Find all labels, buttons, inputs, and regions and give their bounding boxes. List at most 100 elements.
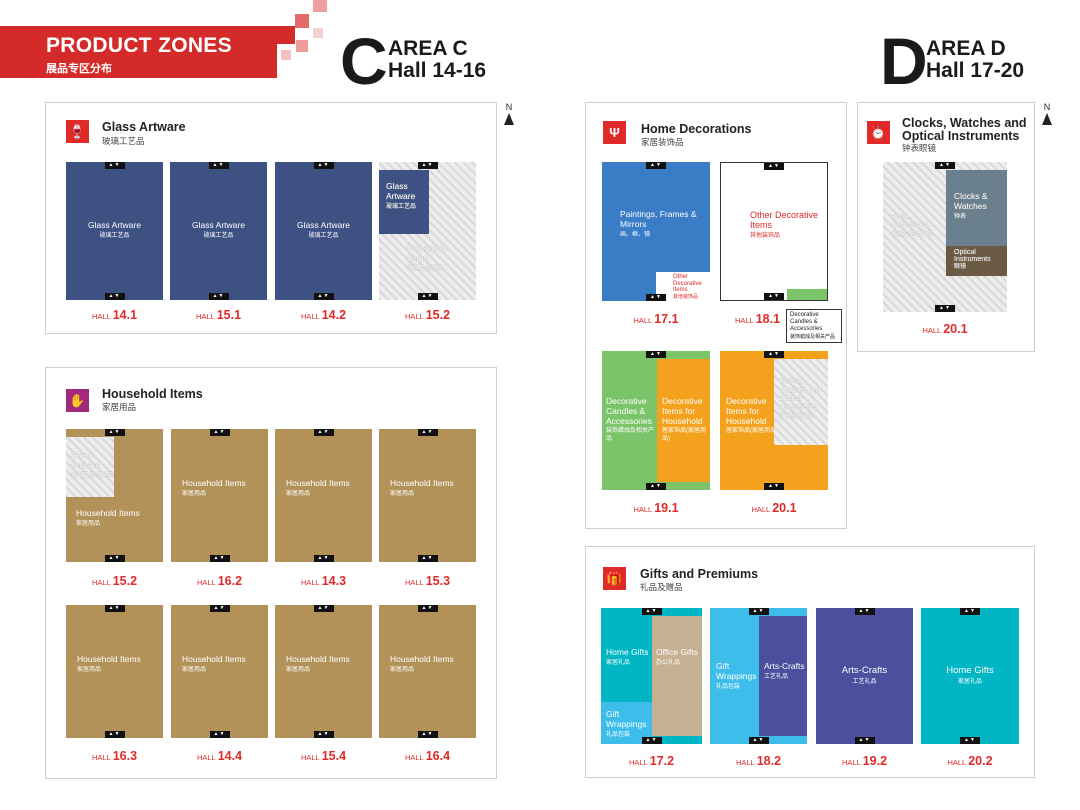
zone-glass-artware: Glass Artware 玻璃工艺品 bbox=[66, 162, 163, 300]
hall-17-1[interactable]: ▲▼ Paintings, Frames & Mirrors 画、框、镜 Othe… bbox=[602, 162, 710, 301]
hall-number: 14.3 bbox=[321, 574, 347, 588]
hall-number: 16.3 bbox=[112, 749, 138, 763]
zone-label-cn: 其他装饰品 bbox=[673, 293, 699, 300]
zone-label-cn: 玻璃工艺品 bbox=[386, 203, 417, 210]
category-title: Home Decorations bbox=[641, 122, 752, 136]
hall-number: 15.4 bbox=[321, 749, 347, 763]
zone-clocks-watches: Clocks & Watches 钟表 bbox=[946, 170, 1007, 246]
area-d-title: AREA D Hall 17-20 bbox=[926, 37, 1025, 83]
hall-16-3[interactable]: ▲▼ Household Items 家居用品 ▲▼ bbox=[66, 605, 163, 738]
hall-20-1-clocks[interactable]: ▲▼ Home Decorations 家居装饰品展区 Clocks & Watc… bbox=[883, 162, 1007, 312]
entrance-icon: ▲▼ bbox=[104, 555, 125, 562]
hall-14-2[interactable]: ▲▼ Glass Artware 玻璃工艺品 ▲▼ bbox=[275, 162, 372, 300]
hall-14-1[interactable]: ▲▼ Glass Artware 玻璃工艺品 ▲▼ bbox=[66, 162, 163, 300]
hall-16-2[interactable]: ▲▼ Household Items 家居用品 ▲▼ bbox=[171, 429, 268, 562]
zone-glass-artware: Glass Artware 玻璃工艺品 bbox=[275, 162, 372, 300]
hall-15-2-upper[interactable]: ▲▼ Glass Artware 玻璃工艺品 Household Items 家居用… bbox=[379, 162, 476, 300]
zone-glass-artware: Glass Artware 玻璃工艺品 bbox=[379, 170, 429, 234]
zone-label-cn: 家居用品 bbox=[76, 520, 101, 527]
hall-19-2[interactable]: ▲▼ Arts-Crafts 工艺礼品 ▲▼ bbox=[816, 608, 913, 744]
hall-number: 17.1 bbox=[654, 312, 679, 326]
zone-label: Other Decorative Items bbox=[750, 210, 819, 231]
hall-20-1-deco[interactable]: ▲▼ Decorative Items for Household 居家饰品(家居… bbox=[720, 351, 828, 490]
entrance-icon: ▲▼ bbox=[935, 305, 955, 312]
zone-label-cn: 装饰蜡烛及相关产品 bbox=[606, 428, 655, 443]
hall-14-4[interactable]: ▲▼ Household Items 家居用品 ▲▼ bbox=[171, 605, 268, 738]
hall-17-2[interactable]: ▲▼ Home Gifts 家居礼品 Office Gifts 办公礼品 Gift … bbox=[601, 608, 702, 744]
hall-15-1[interactable]: ▲▼ Glass Artware 玻璃工艺品 ▲▼ bbox=[170, 162, 267, 300]
glass-artware-icon: 🍷 bbox=[66, 120, 89, 143]
hall-20-2[interactable]: ▲▼ Home Gifts 家居礼品 ▲▼ bbox=[921, 608, 1019, 744]
hall-word: HALL bbox=[91, 753, 111, 762]
category-title-cn: 家居用品 bbox=[102, 402, 137, 412]
candles-callout: Decorative Candles & Accessories 装饰蜡烛及相关产… bbox=[786, 309, 842, 343]
entrance-icon: ▲▼ bbox=[641, 608, 662, 615]
zone-label: Household Items bbox=[407, 243, 448, 263]
zone-label: Glass Artware bbox=[88, 220, 141, 231]
entrance-icon: ▲▼ bbox=[417, 605, 438, 612]
category-title-cn: 家居装饰品 bbox=[641, 137, 684, 147]
category-title: Household Items bbox=[102, 387, 203, 401]
entrance-icon: ▲▼ bbox=[646, 483, 666, 490]
household-glove-icon: ✋ bbox=[66, 389, 89, 412]
north-arrow-icon bbox=[1042, 113, 1052, 125]
north-label: N bbox=[1043, 102, 1051, 112]
hall-15-3[interactable]: ▲▼ Household Items 家居用品 ▲▼ bbox=[379, 429, 476, 562]
entrance-icon: ▲▼ bbox=[417, 162, 438, 169]
hall-word: HALL bbox=[91, 312, 111, 321]
hall-number: 19.1 bbox=[654, 501, 679, 515]
hall-number: 18.2 bbox=[756, 754, 782, 768]
hall-18-1[interactable]: ▲▼ Other Decorative Items 其他装饰品 ▲▼ bbox=[720, 162, 828, 301]
hall-label: HALL 14.3 bbox=[275, 572, 372, 590]
pixel-decoration bbox=[277, 26, 295, 44]
zone-label-cn: 家居用品 bbox=[286, 490, 311, 497]
entrance-icon: ▲▼ bbox=[646, 294, 666, 301]
zone-glass-artware: Glass Artware 玻璃工艺品展区 bbox=[66, 437, 114, 497]
hall-14-3[interactable]: ▲▼ Household Items 家居用品 ▲▼ bbox=[275, 429, 372, 562]
hall-16-4[interactable]: ▲▼ Household Items 家居用品 ▲▼ bbox=[379, 605, 476, 738]
area-d-halls: Hall 17-20 bbox=[926, 59, 1025, 83]
zone-label: Glass Artware bbox=[297, 220, 350, 231]
area-c-letter: C bbox=[340, 24, 388, 98]
hall-18-2[interactable]: ▲▼ Gift Wrappings 礼品包装 Arts-Crafts 工艺礼品 ▲▼ bbox=[710, 608, 807, 744]
north-arrow-icon bbox=[504, 113, 514, 125]
entrance-icon: ▲▼ bbox=[764, 163, 784, 170]
hall-label: HALL 15.1 bbox=[170, 306, 267, 324]
zone-other-decorative-items: Other Decorative Items 其他装饰品 bbox=[750, 210, 820, 240]
north-label: N bbox=[505, 102, 513, 112]
hall-word: HALL bbox=[404, 312, 424, 321]
pixel-decoration bbox=[313, 28, 323, 38]
hall-word: HALL bbox=[922, 326, 942, 335]
hall-number: 17.2 bbox=[649, 754, 675, 768]
hall-number: 19.2 bbox=[862, 754, 888, 768]
zone-label: Household Items bbox=[390, 478, 454, 488]
hall-15-2-lower[interactable]: ▲▼ Glass Artware 玻璃工艺品展区 Household Items 家… bbox=[66, 429, 163, 562]
entrance-icon: ▲▼ bbox=[209, 555, 230, 562]
zone-label-cn: 画、框、镜 bbox=[620, 231, 651, 238]
hall-word: HALL bbox=[300, 578, 320, 587]
zone-label: Glass Artware bbox=[192, 220, 245, 231]
zone-label-cn: 工艺礼品 bbox=[852, 678, 877, 685]
entrance-icon: ▲▼ bbox=[417, 555, 438, 562]
entrance-icon: ▲▼ bbox=[209, 731, 230, 738]
hall-word: HALL bbox=[195, 312, 215, 321]
entrance-icon: ▲▼ bbox=[313, 293, 334, 300]
entrance-icon: ▲▼ bbox=[417, 293, 438, 300]
pixel-decoration bbox=[313, 0, 327, 12]
hall-number: 20.1 bbox=[772, 501, 797, 515]
zone-label-cn: 玻璃工艺品 bbox=[308, 232, 339, 239]
zone-home-gifts: Home Gifts 家居礼品 bbox=[921, 608, 1019, 744]
hall-15-4[interactable]: ▲▼ Household Items 家居用品 ▲▼ bbox=[275, 605, 372, 738]
zone-label: Gift Wrappings bbox=[716, 661, 757, 681]
zone-clocks-watches-optical: Clocks, Watches and Optical Instruments 钟… bbox=[774, 359, 828, 445]
entrance-icon: ▲▼ bbox=[104, 731, 125, 738]
zone-label: Decorative Items for Household bbox=[662, 396, 703, 426]
entrance-icon: ▲▼ bbox=[208, 293, 229, 300]
entrance-icon: ▲▼ bbox=[960, 608, 980, 615]
entrance-icon: ▲▼ bbox=[417, 429, 438, 436]
hall-19-1[interactable]: ▲▼ Decorative Candles & Accessories 装饰蜡烛及… bbox=[602, 351, 710, 490]
zone-label-cn: 家居礼品 bbox=[957, 678, 982, 685]
entrance-icon: ▲▼ bbox=[646, 351, 666, 358]
hall-word: HALL bbox=[628, 758, 648, 767]
zone-label: Optical Instruments bbox=[954, 249, 991, 264]
